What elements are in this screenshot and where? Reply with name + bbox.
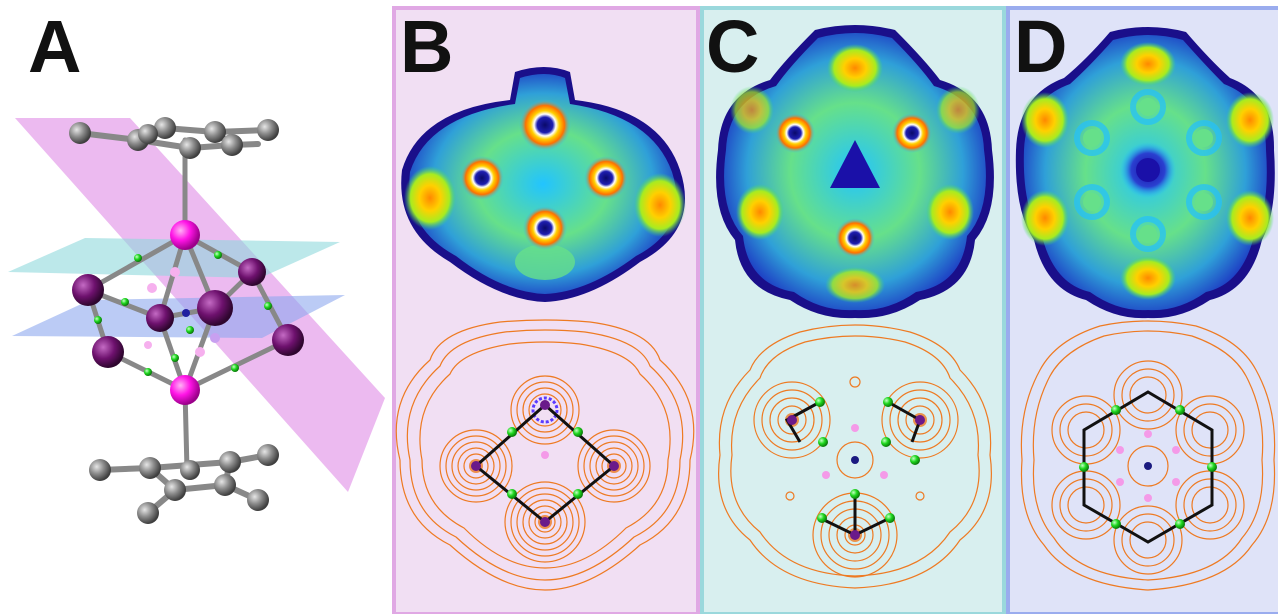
- critical-points-a: [94, 251, 272, 376]
- metal-atom-top: [170, 220, 200, 250]
- contour-map-b: [395, 319, 695, 591]
- panel-d: D: [1006, 5, 1278, 614]
- panel-c: C: [700, 5, 1006, 614]
- elf-map-b: [401, 67, 686, 302]
- critical-points-d: [1079, 405, 1217, 529]
- panel-a: A: [8, 5, 385, 524]
- bond-path-d: [1082, 390, 1214, 544]
- critical-points-c: [787, 397, 925, 540]
- metal-atoms: [72, 220, 304, 405]
- critical-points-b: [471, 400, 619, 527]
- panel-label-a: A: [28, 5, 81, 88]
- top-cp-atoms: [69, 117, 279, 159]
- elf-map-d: [1015, 27, 1275, 319]
- bottom-cp-atoms: [89, 444, 279, 524]
- panel-label-c: C: [706, 5, 759, 88]
- metal-atom-bottom: [170, 375, 200, 405]
- contour-map-d: [1020, 320, 1276, 591]
- elf-map-c: [716, 25, 994, 319]
- panel-b: B: [392, 5, 700, 614]
- panel-label-d: D: [1014, 5, 1067, 88]
- contour-ring-b: [531, 396, 559, 424]
- panel-label-b: B: [400, 5, 453, 88]
